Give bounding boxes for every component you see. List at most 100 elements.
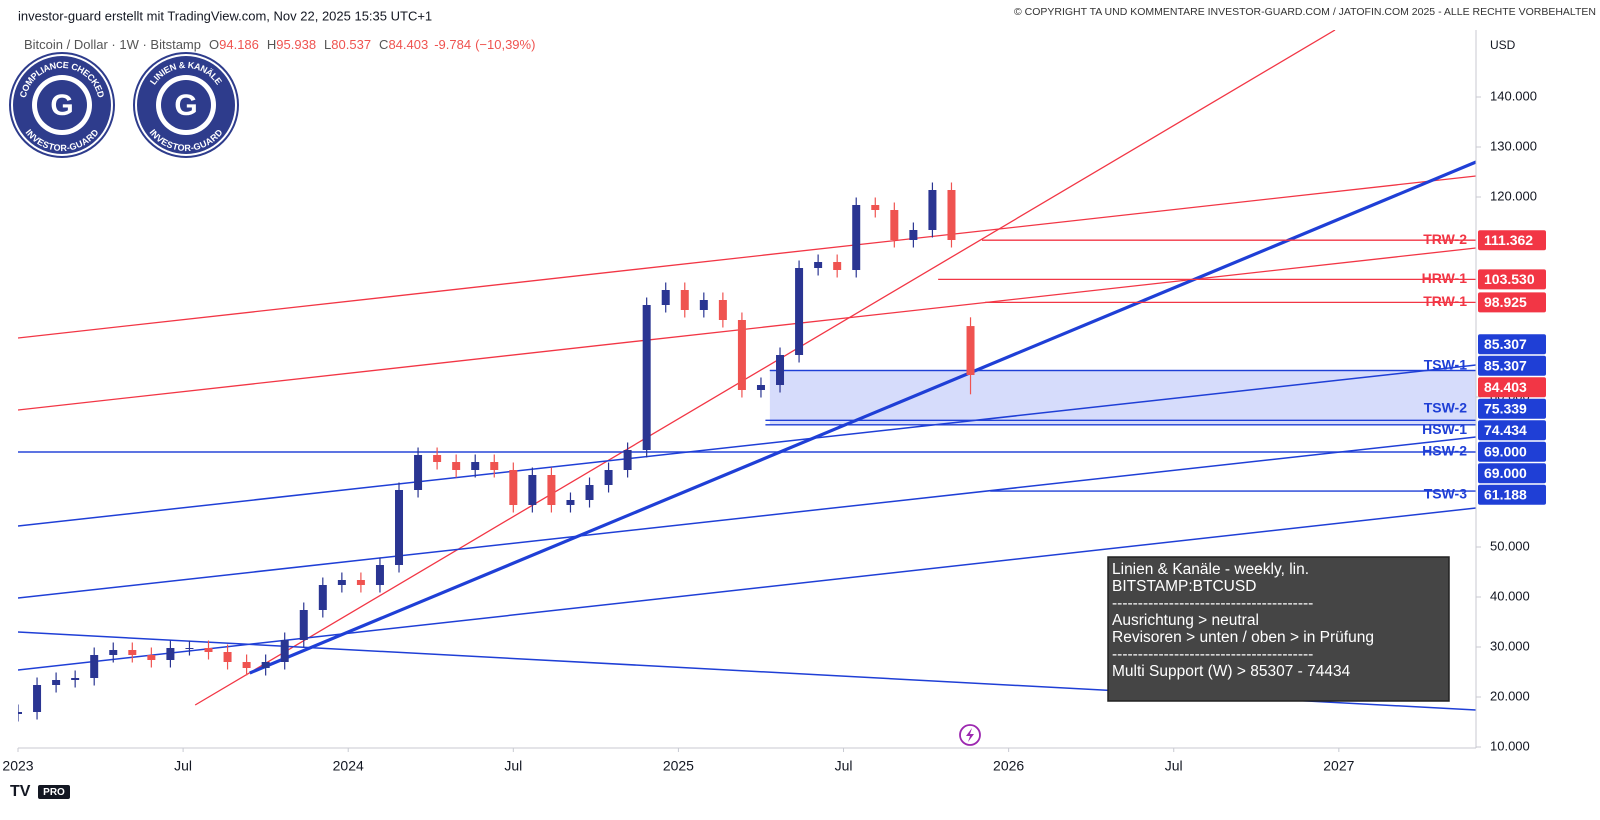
price-label: 103.530 [1484, 271, 1535, 287]
price-label: 98.925 [1484, 294, 1527, 310]
currency: USD [1490, 38, 1516, 52]
candle [375, 557, 384, 593]
candle [585, 477, 594, 508]
candle-body [452, 462, 461, 470]
candle-body [680, 290, 689, 310]
candle [280, 632, 289, 670]
legend-key: O [209, 37, 219, 52]
level-name: TSW-3 [1424, 485, 1467, 501]
legend-value: 94.186 [219, 37, 259, 52]
plot-area [18, 30, 1476, 722]
price-label: 84.403 [1484, 379, 1527, 395]
price-label-box [1478, 355, 1546, 376]
note-line: Linien & Kanäle - weekly, lin. [1112, 561, 1309, 578]
badge-letter: G [174, 89, 197, 122]
price-label: 85.307 [1484, 336, 1527, 352]
y-tick-label: 40.000 [1490, 588, 1530, 603]
candle-body [871, 205, 880, 210]
level-name: HSW-2 [1422, 442, 1467, 458]
svg-text:TV: TV [10, 783, 31, 800]
legend-key: L [324, 37, 331, 52]
candle-body [966, 326, 975, 375]
x-tick-label: 2024 [333, 758, 364, 774]
badge-core [37, 80, 87, 130]
candle-body [242, 662, 251, 668]
candle [699, 292, 708, 318]
candle [756, 377, 765, 398]
price-label-box [1478, 230, 1546, 251]
x-tick-label: Jul [504, 758, 522, 774]
candle-body [623, 450, 632, 470]
candle-body [166, 648, 175, 660]
level-name: TRW-1 [1423, 293, 1467, 309]
note-line: BITSTAMP:BTCUSD [1112, 578, 1256, 595]
candle-body [928, 190, 937, 230]
candle-body [433, 455, 442, 462]
candle-body [528, 475, 537, 505]
tv-logo: TV PRO [10, 783, 70, 800]
price-label-box [1478, 334, 1546, 355]
candle [490, 454, 499, 478]
candle [299, 602, 308, 648]
price-label-box [1478, 377, 1546, 398]
candle [90, 647, 99, 686]
legend-key: H [267, 37, 276, 52]
candle [642, 297, 651, 458]
candle [833, 254, 842, 278]
price-label: 61.188 [1484, 486, 1527, 502]
candle-body [947, 190, 956, 240]
price-label: 85.307 [1484, 357, 1527, 373]
note-line: Revisoren > unten / oben > in Prüfung [1112, 629, 1374, 646]
candle [71, 670, 80, 688]
price-label: 69.000 [1484, 443, 1527, 459]
note-box: Linien & Kanäle - weekly, lin.BITSTAMP:B… [1107, 556, 1450, 702]
candle-body [795, 268, 804, 355]
candle-body [375, 565, 384, 585]
level-name: TSW-2 [1424, 399, 1467, 415]
candle-body [204, 648, 213, 652]
candle [814, 254, 823, 276]
candle [795, 260, 804, 363]
badge-letter: G [50, 89, 73, 122]
price-label-box [1478, 292, 1546, 313]
y-tick-label: 130.000 [1490, 138, 1537, 153]
candle-body [852, 205, 861, 270]
candle [452, 454, 461, 478]
credit: investor-guard erstellt mit TradingView.… [18, 8, 432, 23]
note-line: Ausrichtung > neutral [1112, 612, 1259, 629]
price-label-box [1478, 420, 1546, 441]
price-label: 69.000 [1484, 465, 1527, 481]
candle-body [718, 300, 727, 320]
candle [318, 577, 327, 618]
candle [18, 704, 22, 722]
candle [528, 467, 537, 513]
candle-body [566, 500, 575, 505]
candle-body [299, 610, 308, 640]
candle [947, 182, 956, 248]
candle-body [261, 662, 270, 668]
candle [909, 222, 918, 248]
x-tick-label: 2027 [1323, 758, 1354, 774]
candle [966, 317, 975, 395]
candle [33, 677, 42, 720]
candle-body [890, 210, 899, 240]
candle-body [395, 490, 404, 565]
candle-body [737, 320, 746, 390]
candle [223, 644, 232, 670]
candle [680, 282, 689, 318]
support-zone [769, 370, 1476, 425]
candle [604, 462, 613, 493]
candle-body [52, 680, 61, 685]
level-name: TRW-2 [1423, 231, 1467, 247]
change-pct: (−10,39%) [475, 37, 535, 52]
candle [890, 202, 899, 248]
x-tick-label: Jul [174, 758, 192, 774]
note-line: --------------------------------------- [1112, 595, 1313, 612]
candle-body [814, 262, 823, 268]
lightning-icon [959, 724, 981, 746]
trendline [18, 507, 1476, 671]
y-tick-label: 140.000 [1490, 88, 1537, 103]
note-line: Multi Support (W) > 85307 - 74434 [1112, 663, 1351, 680]
y-tick-label: 30.000 [1490, 638, 1530, 653]
candle [395, 482, 404, 573]
